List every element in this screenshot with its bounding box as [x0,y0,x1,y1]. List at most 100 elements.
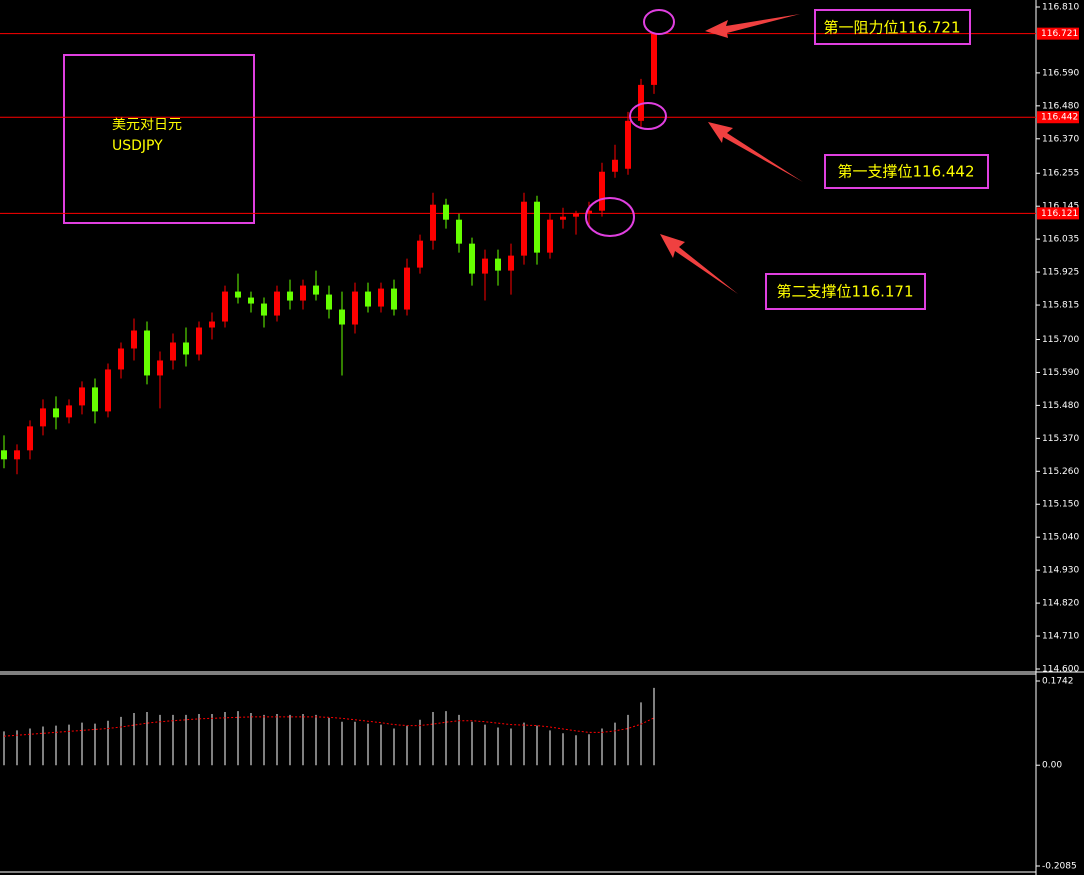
candle-body [144,330,150,376]
candle-body [365,291,371,307]
candle-body [222,291,228,322]
level-label: 116.121 [1041,209,1078,219]
candle-body [417,240,423,268]
arrow [708,122,803,182]
y-tick-label: 115.040 [1042,533,1079,543]
candle-body [183,342,189,355]
candle-body [612,159,618,172]
candle-body [482,258,488,274]
annotation: 第一阻力位116.721 [823,19,960,37]
annotation-box [814,9,971,45]
candle-body [352,291,358,325]
y-tick-label: 114.600 [1042,665,1079,675]
candle-body [339,309,345,325]
candle-body [443,204,449,220]
y-tick-label: 115.590 [1042,368,1079,378]
y-tick-label: 0.1742 [1042,677,1074,687]
annotation: 第二支撑位116.171 [776,283,913,301]
level-tag [1037,111,1079,124]
candle-body [560,216,566,220]
candle-body [170,342,176,361]
y-tick-label: 114.930 [1042,566,1079,576]
highlight-circle [629,102,667,130]
candle-body [105,369,111,412]
y-tick-label: 116.370 [1042,134,1079,144]
level-tag [1037,207,1079,220]
candle-body [430,204,436,241]
y-tick-label: 116.255 [1042,169,1079,179]
y-tick-label: 115.925 [1042,268,1079,278]
y-tick-label: 114.820 [1042,599,1079,609]
candle-body [209,321,215,328]
candle-body [599,171,605,211]
y-tick-label: 115.815 [1042,301,1079,311]
y-tick-label: 116.810 [1042,3,1079,13]
y-tick-label: 116.145 [1042,202,1079,212]
candle-body [534,201,540,253]
signal-line [3,716,655,737]
candle-body [1,450,7,460]
candle-body [53,408,59,418]
arrow [660,234,738,294]
y-tick-label: 116.035 [1042,235,1079,245]
y-tick-label: 115.260 [1042,467,1079,477]
candle-body [313,285,319,295]
candle-body [495,258,501,271]
y-tick-label: 115.700 [1042,335,1079,345]
y-tick-label: -0.2085 [1042,862,1077,872]
annotations: 第一阻力位116.721 第一支撑位116.442 第二支撑位116.171 [585,9,989,310]
candle-body [79,387,85,406]
candle-body [287,291,293,301]
price-panel: 116.810 116.590 116.480 116.370 116.255 116.1… [0,3,1079,675]
candle-body [300,285,306,301]
title-box [63,54,255,224]
arrow [705,14,800,38]
candle-body [638,84,644,121]
y-tick-label: 0.00 [1042,761,1062,771]
candle-body [248,297,254,304]
candle-body [92,387,98,412]
candle-body [404,267,410,310]
y-tick-label: 115.370 [1042,434,1079,444]
candle-body [40,408,46,427]
candle-body [196,327,202,355]
candle-body [118,348,124,370]
candle-body [469,243,475,274]
highlight-circle [643,9,675,35]
annotation-box [824,154,989,189]
chart-subtitle: USDJPY [112,138,163,154]
candle-body [14,450,20,460]
annotation: 第一支撑位116.442 [837,163,974,181]
candle-body [131,330,137,349]
candle-body [326,294,332,310]
y-tick-label: 116.590 [1042,68,1079,78]
candle-body [27,426,33,451]
candle-body [521,201,527,256]
level-label: 116.721 [1041,29,1078,39]
candle-body [508,255,514,271]
y-tick-label: 116.480 [1042,101,1079,111]
y-tick-label: 115.150 [1042,500,1079,510]
candle-body [235,291,241,298]
y-tick-label: 115.480 [1042,401,1079,411]
candle-body [586,210,592,214]
annotation-box [765,273,926,310]
level-tag [1037,27,1079,40]
candle-body [157,360,163,376]
highlight-circle [585,197,635,237]
candle-body [547,219,553,253]
candle-body [573,213,579,217]
chart-title: 美元对日元 [112,117,182,133]
y-tick-label: 114.710 [1042,632,1079,642]
candle-body [651,33,657,85]
candle-body [391,288,397,310]
candle-body [625,120,631,169]
candle-body [261,303,267,316]
candle-body [66,405,72,418]
level-label: 116.442 [1041,113,1078,123]
oscillator-panel: 0.1742 0.00 -0.2085 [3,677,1077,872]
candle-body [456,219,462,244]
